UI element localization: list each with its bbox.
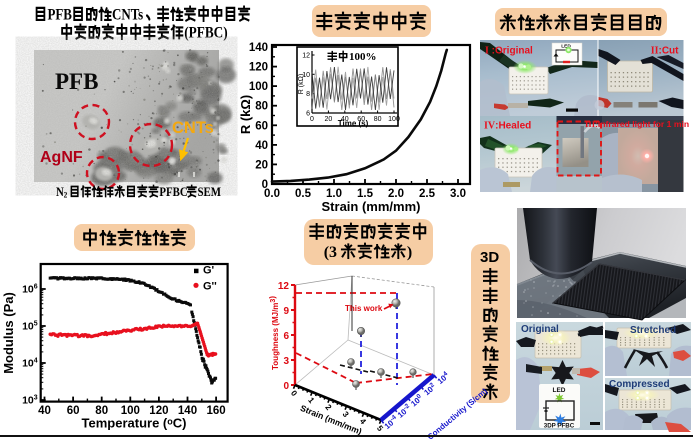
- svg-text:10: 10: [302, 72, 310, 79]
- svg-text:0: 0: [283, 381, 289, 392]
- svg-text:60: 60: [255, 120, 268, 132]
- svg-text:PFB: PFB: [47, 6, 72, 23]
- svg-text:(PFBC): (PFBC): [184, 24, 228, 41]
- svg-text:Time (s): Time (s): [338, 119, 369, 128]
- svg-text:3DP PFBC: 3DP PFBC: [544, 423, 575, 430]
- svg-text:100: 100: [249, 81, 268, 93]
- svg-text:160: 160: [207, 405, 226, 417]
- svg-text:G'': G'': [203, 280, 217, 292]
- svg-text:Conductivity (S/cm): Conductivity (S/cm): [426, 386, 490, 439]
- svg-text:1: 1: [306, 396, 316, 406]
- svg-text:2.0: 2.0: [388, 188, 404, 200]
- svg-text:80: 80: [95, 405, 108, 417]
- svg-text:106: 106: [22, 284, 38, 296]
- svg-text:R (kΩ): R (kΩ): [298, 74, 305, 94]
- svg-text:140: 140: [249, 42, 268, 54]
- svg-text:2: 2: [323, 403, 333, 413]
- svg-text:0: 0: [310, 116, 314, 123]
- svg-text:8: 8: [306, 91, 310, 98]
- svg-text:60: 60: [67, 405, 80, 417]
- svg-text:9: 9: [283, 306, 289, 317]
- svg-text:4: 4: [358, 417, 368, 427]
- svg-text:R (kΩ): R (kΩ): [238, 95, 253, 134]
- svg-text:II:Cut: II:Cut: [651, 46, 679, 57]
- svg-text:40: 40: [255, 140, 268, 152]
- svg-text:1.0: 1.0: [326, 188, 342, 200]
- svg-text:I :Original: I :Original: [485, 46, 533, 57]
- svg-text:Strain (mm/mm): Strain (mm/mm): [322, 199, 421, 214]
- svg-text:0.0: 0.0: [264, 188, 280, 200]
- svg-text:Original: Original: [521, 324, 559, 335]
- svg-text:40: 40: [38, 405, 51, 417]
- svg-text:3: 3: [341, 410, 351, 420]
- svg-text:6: 6: [283, 331, 289, 342]
- svg-text:IV:Healed: IV:Healed: [484, 121, 531, 132]
- svg-text:105: 105: [22, 321, 38, 333]
- svg-text:Toughness (MJ/m3): Toughness (MJ/m3): [268, 296, 280, 370]
- svg-text:0.5: 0.5: [295, 188, 312, 200]
- svg-text:5: 5: [375, 424, 385, 434]
- svg-text:140: 140: [178, 405, 197, 417]
- svg-text:80: 80: [374, 116, 382, 123]
- svg-text:G': G': [203, 265, 215, 277]
- svg-text:N: N: [56, 185, 64, 199]
- svg-text:20: 20: [255, 159, 268, 171]
- svg-text:0: 0: [262, 179, 268, 191]
- svg-text:104: 104: [22, 358, 38, 370]
- svg-text:2.5: 2.5: [419, 188, 436, 200]
- svg-text:40: 40: [341, 116, 349, 123]
- svg-text:3.0: 3.0: [450, 188, 466, 200]
- svg-text:Stretched: Stretched: [630, 325, 676, 336]
- svg-text:PFB: PFB: [55, 69, 98, 94]
- svg-text:CNTs: CNTs: [112, 6, 144, 23]
- svg-text:120: 120: [249, 62, 268, 74]
- svg-text:103: 103: [22, 395, 38, 407]
- svg-text:20: 20: [325, 116, 333, 123]
- svg-text:AgNF: AgNF: [40, 149, 83, 166]
- svg-text:80: 80: [255, 101, 268, 113]
- svg-text:100%: 100%: [349, 51, 377, 63]
- svg-text:3D: 3D: [480, 249, 499, 266]
- svg-text:Temperature (oC): Temperature (oC): [82, 416, 187, 431]
- svg-text:1.5: 1.5: [357, 188, 374, 200]
- svg-text:Modulus (Pa): Modulus (Pa): [1, 292, 16, 374]
- svg-text:This work: This work: [345, 304, 383, 313]
- svg-text:SEM: SEM: [198, 185, 221, 199]
- svg-text:100: 100: [388, 116, 400, 123]
- svg-text:2: 2: [64, 190, 68, 200]
- svg-text:104: 104: [435, 370, 451, 386]
- svg-text:12: 12: [302, 53, 310, 60]
- svg-text:(3: (3: [324, 244, 337, 261]
- svg-text:LED: LED: [561, 44, 571, 50]
- svg-text:60: 60: [357, 116, 365, 123]
- svg-text:CNTs: CNTs: [172, 119, 214, 137]
- svg-text:12: 12: [278, 281, 290, 292]
- svg-text:PFBC: PFBC: [159, 185, 187, 199]
- svg-text:100: 100: [121, 405, 140, 417]
- svg-text:0: 0: [289, 389, 299, 399]
- svg-text:120: 120: [149, 405, 168, 417]
- svg-text:Compressed: Compressed: [609, 379, 670, 390]
- svg-text:3: 3: [283, 356, 289, 367]
- svg-text:III:Infrared light for 1 min: III:Infrared light for 1 min: [585, 119, 689, 129]
- svg-text:LED: LED: [553, 387, 566, 394]
- svg-text:): ): [407, 244, 412, 261]
- svg-text:6: 6: [306, 111, 310, 118]
